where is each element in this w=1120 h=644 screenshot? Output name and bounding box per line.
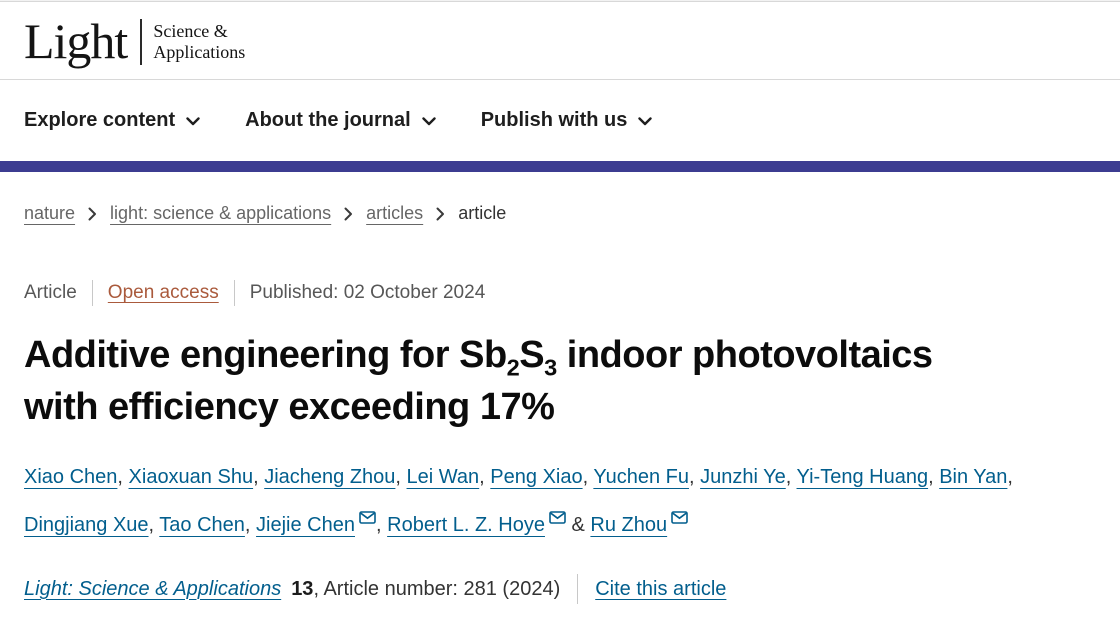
author-separator: , [479,466,491,488]
author-link-yi-teng-huang[interactable]: Yi-Teng Huang [796,466,929,488]
author-link-jiacheng-zhou[interactable]: Jiacheng Zhou [264,466,396,488]
envelope-icon[interactable] [359,511,376,524]
author-link-ru-zhou[interactable]: Ru Zhou [590,514,668,536]
cite-this-article-link[interactable]: Cite this article [595,577,727,600]
title-text: indoor photovoltaics [556,334,933,376]
chevron-right-icon [344,207,353,221]
author-link-robert-l-z-hoye[interactable]: Robert L. Z. Hoye [387,514,545,536]
author-separator: , [376,514,388,536]
envelope-icon[interactable] [549,511,566,524]
breadcrumb-item-articles[interactable]: articles [366,203,424,223]
breadcrumb-item-article: article [458,203,507,223]
author-separator: , [148,514,160,536]
author-separator: , [244,514,257,536]
article-type-label: Article [24,282,77,303]
nav-item-label: Explore content [24,109,176,131]
author-separator: , [1007,466,1013,488]
nav-item-publish-with-us[interactable]: Publish with us [481,109,653,132]
published-date: Published: 02 October 2024 [249,282,486,303]
nav-item-label: About the journal [245,109,411,131]
author-separator: & [565,514,591,536]
chevron-down-icon [638,117,653,126]
main-nav: Explore content About the journal Publish … [0,80,1120,161]
author-link-yuchen-fu[interactable]: Yuchen Fu [593,466,689,488]
breadcrumb-item-light-science-applications[interactable]: light: science & applications [110,203,332,223]
title-subscript: 3 [544,354,557,381]
chevron-down-icon [186,117,200,126]
nav-item-label: Publish with us [480,109,628,131]
author-link-junzhi-ye[interactable]: Junzhi Ye [700,466,786,488]
article-meta-row: Article Open access Published: 02 Octobe… [24,280,1096,306]
author-link-tao-chen[interactable]: Tao Chen [159,514,245,536]
site-header: Light Science & Applications [0,2,1120,80]
logo-subtitle-line2: Applications [153,41,246,62]
author-link-dingjiang-xue[interactable]: Dingjiang Xue [24,514,149,536]
vertical-divider [233,280,235,306]
top-hairline [0,0,1120,2]
author-separator: , [395,466,407,488]
logo-title: Light [24,12,128,69]
author-list: Xiao Chen, Xiaoxuan Shu, Jiacheng Zhou, … [24,453,1029,549]
journal-logo[interactable]: Light Science & Applications [24,16,245,66]
journal-accent-bar [0,161,1120,172]
title-text: with efficiency exceeding 17% [24,386,555,428]
vertical-divider [577,574,579,604]
author-link-bin-yan[interactable]: Bin Yan [939,466,1008,488]
citation-volume: 13 [291,577,314,600]
logo-subtitle-line1: Science & [153,20,228,41]
envelope-icon[interactable] [671,511,688,524]
chevron-right-icon [88,207,97,221]
journal-link[interactable]: Light: Science & Applications [24,577,282,600]
chevron-down-icon [421,117,436,126]
title-subscript: 2 [506,354,520,381]
logo-divider [140,18,143,65]
author-separator: , [253,466,265,488]
title-text: S [519,334,545,376]
citation-article-number: , Article number: 281 (2024) [313,577,561,600]
author-separator: , [928,466,940,488]
author-link-xiao-chen[interactable]: Xiao Chen [24,466,118,488]
author-separator: , [582,466,594,488]
title-text: Additive engineering for Sb [24,334,507,376]
author-separator: , [785,466,797,488]
article-title: Additive engineering for Sb2S3 indoor ph… [24,329,1096,433]
breadcrumb-item-nature[interactable]: nature [24,203,76,223]
article-page: nature light: science & applications artic… [0,203,1120,604]
author-link-xiaoxuan-shu[interactable]: Xiaoxuan Shu [128,466,254,488]
author-link-lei-wan[interactable]: Lei Wan [406,466,480,488]
breadcrumb: nature light: science & applications artic… [24,203,1096,224]
chevron-right-icon [436,207,445,221]
open-access-link[interactable]: Open access [107,282,219,303]
author-link-peng-xiao[interactable]: Peng Xiao [490,466,583,488]
nav-item-explore-content[interactable]: Explore content [24,109,200,132]
citation-row: Light: Science & Applications 13 , Artic… [24,574,1096,604]
author-separator: , [117,466,129,488]
vertical-divider [91,280,93,306]
logo-subtitle: Science & Applications [153,21,245,63]
author-separator: , [688,466,701,488]
nav-item-about-the-journal[interactable]: About the journal [245,109,436,132]
author-link-jiejie-chen[interactable]: Jiejie Chen [256,514,355,536]
